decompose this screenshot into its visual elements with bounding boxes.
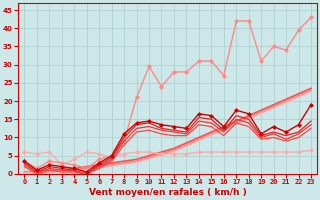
X-axis label: Vent moyen/en rafales ( km/h ): Vent moyen/en rafales ( km/h ) (89, 188, 247, 197)
